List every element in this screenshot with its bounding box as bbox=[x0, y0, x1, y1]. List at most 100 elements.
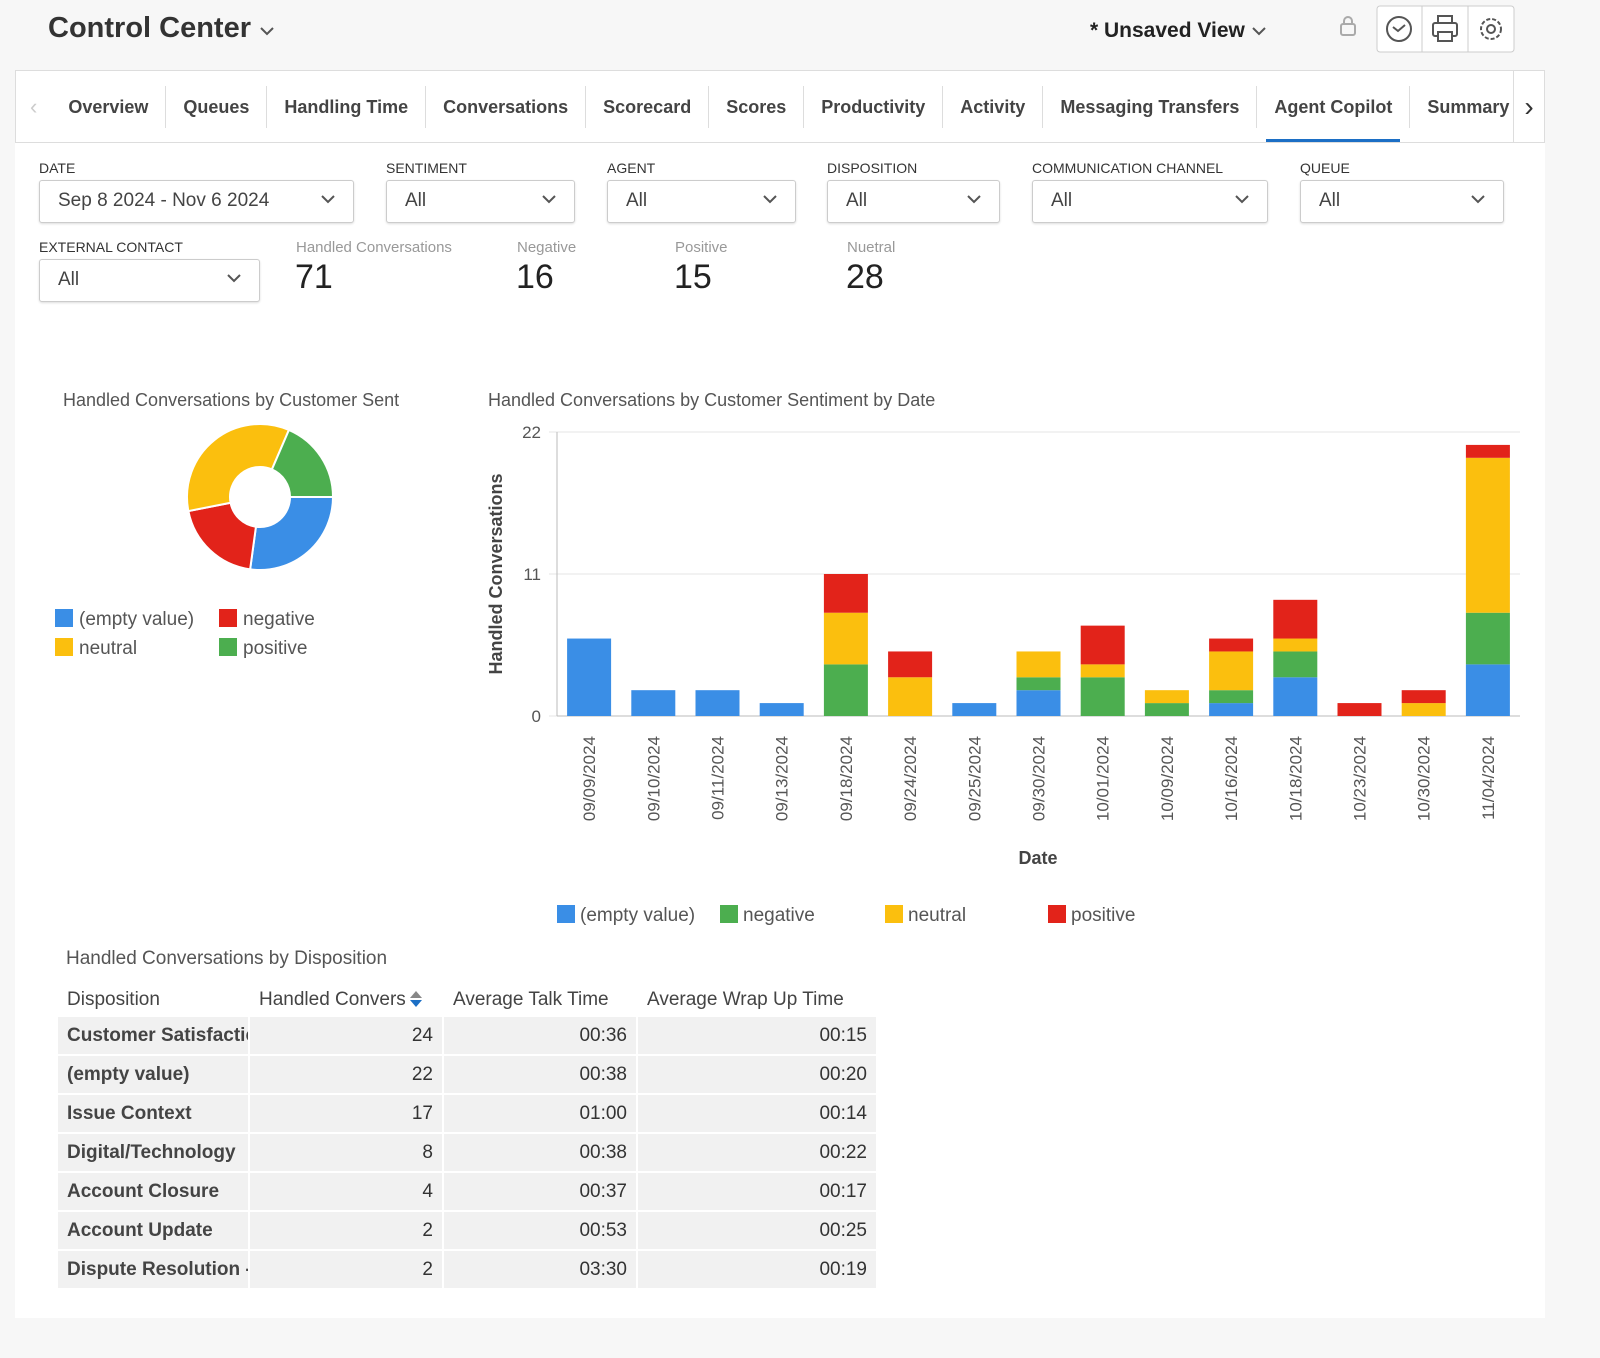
filter-label: DATE bbox=[39, 160, 76, 176]
toolbar-frame bbox=[1376, 5, 1515, 53]
chart-title: Handled Conversations by Customer Sent bbox=[63, 390, 399, 410]
filter-select[interactable]: All bbox=[1300, 180, 1504, 223]
pie-slice bbox=[186, 423, 291, 513]
bar-segment bbox=[1401, 690, 1446, 704]
legend-label: positive bbox=[243, 638, 307, 659]
legend-label: positive bbox=[1071, 905, 1135, 926]
bar-segment bbox=[823, 574, 868, 613]
column-header[interactable]: Handled Convers bbox=[249, 985, 444, 1017]
tab[interactable]: Conversations bbox=[425, 85, 585, 128]
tab[interactable]: Scorecard bbox=[585, 85, 708, 128]
table-cell: 00:53 bbox=[443, 1211, 638, 1251]
title-text: Control Center bbox=[48, 12, 251, 44]
tab[interactable]: Summary bbox=[1409, 85, 1526, 128]
column-header-text: Disposition bbox=[67, 989, 160, 1010]
column-header[interactable]: Average Wrap Up Time bbox=[637, 985, 878, 1017]
filter-value: Sep 8 2024 - Nov 6 2024 bbox=[58, 190, 270, 211]
bar-segment bbox=[1209, 638, 1254, 652]
table-cell: 00:20 bbox=[637, 1055, 878, 1095]
y-tick-label: 22 bbox=[522, 423, 541, 442]
pie-slice bbox=[248, 496, 335, 571]
x-tick-label: 09/24/2024 bbox=[901, 736, 920, 821]
bar-segment bbox=[1209, 651, 1254, 691]
y-tick-label: 11 bbox=[523, 565, 541, 584]
column-header[interactable]: Average Talk Time bbox=[443, 985, 638, 1017]
bar-segment bbox=[1273, 677, 1318, 716]
tab[interactable]: Activity bbox=[942, 85, 1042, 128]
tab[interactable]: Productivity bbox=[803, 85, 942, 128]
table-cell: 2 bbox=[249, 1250, 444, 1290]
filter-select[interactable]: All bbox=[827, 180, 1000, 223]
filter-select[interactable]: Sep 8 2024 - Nov 6 2024 bbox=[39, 180, 354, 223]
charts: Handled Conversations by Customer Sent (e… bbox=[55, 390, 1520, 926]
column-header[interactable]: Disposition bbox=[58, 985, 250, 1017]
table-cell: 00:11 bbox=[637, 1289, 878, 1290]
dashboard-title[interactable]: Control Center bbox=[48, 12, 275, 45]
y-axis-title: Handled Conversations bbox=[486, 473, 506, 674]
tab[interactable]: Scores bbox=[708, 85, 803, 128]
tab[interactable]: Agent Copilot bbox=[1256, 85, 1409, 142]
bar-segment bbox=[888, 677, 933, 716]
x-tick-label: 10/16/2024 bbox=[1222, 736, 1241, 821]
kpi-label: Negative bbox=[517, 239, 577, 256]
table-cell: 00:14 bbox=[637, 1094, 878, 1134]
legend-swatch bbox=[219, 638, 237, 656]
print-button[interactable] bbox=[1432, 15, 1458, 42]
bar-segment bbox=[1080, 664, 1125, 678]
table-cell: 01:00 bbox=[443, 1094, 638, 1134]
bar-segment bbox=[1016, 651, 1061, 678]
table-cell: 00:22 bbox=[637, 1133, 878, 1173]
filter-select[interactable]: All bbox=[607, 180, 796, 223]
view-select[interactable]: * Unsaved View bbox=[1090, 19, 1267, 43]
legend-label: neutral bbox=[79, 638, 137, 659]
filter-select[interactable]: All bbox=[386, 180, 575, 223]
bar-segment bbox=[695, 690, 740, 716]
pie-slice bbox=[270, 428, 335, 498]
lock-icon[interactable] bbox=[1338, 14, 1358, 38]
table-cell: Account Update bbox=[58, 1211, 250, 1251]
kpi-label: Nuetral bbox=[847, 239, 896, 256]
table-row: Account Closure 4 00:37 00:17 bbox=[58, 1172, 878, 1212]
tab[interactable]: Overview bbox=[68, 96, 149, 117]
tab-scroll-left[interactable]: ‹ bbox=[30, 93, 38, 119]
x-tick-label: 10/23/2024 bbox=[1351, 736, 1370, 821]
tab[interactable]: Queues bbox=[165, 85, 266, 128]
legend-swatch bbox=[720, 905, 738, 923]
toolbar bbox=[1376, 5, 1515, 53]
clock-button[interactable] bbox=[1386, 16, 1412, 42]
table-cell: Digital/Technology bbox=[58, 1133, 250, 1173]
bar-segment bbox=[823, 664, 868, 716]
x-axis-title: Date bbox=[1018, 848, 1057, 868]
filter-label: QUEUE bbox=[1300, 160, 1350, 176]
bar-segment bbox=[823, 612, 868, 665]
kpi-label: Handled Conversations bbox=[296, 239, 452, 256]
filter-label: DISPOSITION bbox=[827, 160, 918, 176]
legend-label: (empty value) bbox=[79, 609, 194, 630]
table-cell: (empty value) bbox=[58, 1055, 250, 1095]
x-tick-label: 10/01/2024 bbox=[1094, 736, 1113, 821]
sort-icon[interactable] bbox=[408, 990, 424, 1008]
bar-segment bbox=[1465, 457, 1510, 613]
x-tick-label: 10/09/2024 bbox=[1158, 736, 1177, 821]
chart-title: Handled Conversations by Customer Sentim… bbox=[488, 390, 935, 410]
x-tick-label: 11/04/2024 bbox=[1479, 736, 1498, 820]
column-header-text: Handled Convers bbox=[259, 989, 406, 1010]
filter-select[interactable]: All bbox=[39, 259, 260, 302]
table-row: Digital/Technology 8 00:38 00:22 bbox=[58, 1133, 878, 1173]
bar-segment bbox=[759, 703, 804, 716]
tab[interactable]: Messaging Transfers bbox=[1042, 85, 1256, 128]
filter-value: All bbox=[1051, 190, 1073, 211]
filter-label: SENTIMENT bbox=[386, 160, 467, 176]
legend-swatch bbox=[55, 638, 73, 656]
bar-segment bbox=[1209, 690, 1254, 704]
table-cell: 00:38 bbox=[443, 1055, 638, 1095]
pie-slice bbox=[187, 501, 258, 571]
filter-select[interactable]: All bbox=[1032, 180, 1268, 223]
filter-label: EXTERNAL CONTACT bbox=[39, 239, 183, 255]
bar-segment bbox=[888, 651, 933, 678]
table-cell: 17 bbox=[249, 1094, 444, 1134]
tab-scroll-right[interactable]: › bbox=[1513, 71, 1544, 142]
settings-button[interactable] bbox=[1480, 18, 1502, 40]
chevron bbox=[1251, 27, 1266, 36]
tab[interactable]: Handling Time bbox=[266, 85, 425, 128]
